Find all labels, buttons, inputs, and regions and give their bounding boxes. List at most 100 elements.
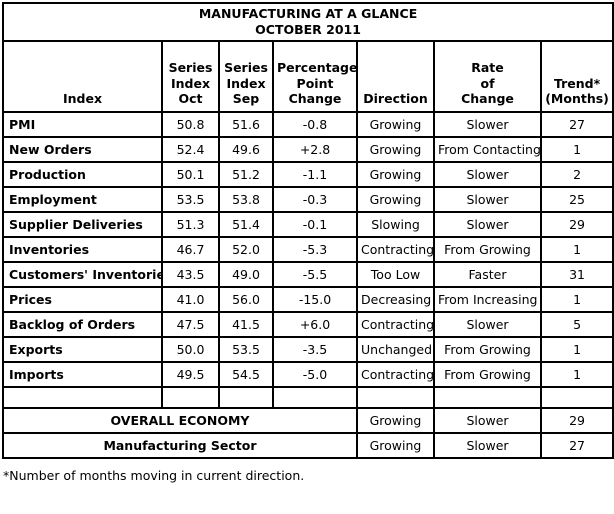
summary-row-manufacturing-sector: Manufacturing Sector Growing Slower 27 — [2, 432, 614, 459]
cell-percentage-point-change: -5.3 — [272, 236, 358, 263]
table-row: PMI 50.8 51.6 -0.8 Growing Slower 27 — [2, 111, 614, 138]
spacer-cell — [539, 386, 614, 409]
spacer-cell — [2, 386, 163, 409]
cell-trend-months: 1 — [539, 286, 614, 313]
table-row: New Orders 52.4 49.6 +2.8 Growing From C… — [2, 136, 614, 163]
cell-percentage-point-change: +2.8 — [272, 136, 358, 163]
cell-direction: Slowing — [356, 211, 435, 238]
cell-trend-months: 1 — [539, 136, 614, 163]
cell-index-name: PMI — [2, 111, 163, 138]
summary-label: OVERALL ECONOMY — [2, 407, 358, 434]
cell-trend-months: 2 — [539, 161, 614, 188]
column-header-series-index-oct: Series Index Oct — [161, 40, 220, 113]
cell-series-index-sep: 52.0 — [218, 236, 274, 263]
cell-series-index-oct: 46.7 — [161, 236, 220, 263]
cell-direction: Growing — [356, 161, 435, 188]
cell-index-name: Imports — [2, 361, 163, 388]
cell-series-index-oct: 50.1 — [161, 161, 220, 188]
cell-series-index-oct: 49.5 — [161, 361, 220, 388]
cell-trend-months: 31 — [539, 261, 614, 288]
summary-trend: 29 — [539, 407, 614, 434]
summary-trend: 27 — [539, 432, 614, 459]
table-title: MANUFACTURING AT A GLANCE OCTOBER 2011 — [1, 2, 614, 42]
cell-direction: Growing — [356, 136, 435, 163]
cell-rate-of-change: Slower — [433, 311, 542, 338]
table-row: Imports 49.5 54.5 -5.0 Contracting From … — [2, 361, 614, 388]
column-header-rate-of-change: Rate of Change — [433, 40, 542, 113]
column-header-series-index-sep: Series Index Sep — [218, 40, 274, 113]
manufacturing-at-a-glance-table: MANUFACTURING AT A GLANCE OCTOBER 2011 I… — [1, 2, 614, 459]
table-row: Prices 41.0 56.0 -15.0 Decreasing From I… — [2, 286, 614, 313]
cell-series-index-oct: 47.5 — [161, 311, 220, 338]
table-row: Supplier Deliveries 51.3 51.4 -0.1 Slowi… — [2, 211, 614, 238]
cell-direction: Contracting — [356, 311, 435, 338]
summary-rate-of-change: Slower — [433, 432, 542, 459]
cell-trend-months: 29 — [539, 211, 614, 238]
spacer-row — [2, 386, 614, 409]
cell-series-index-sep: 54.5 — [218, 361, 274, 388]
cell-series-index-sep: 51.2 — [218, 161, 274, 188]
summary-row-overall-economy: OVERALL ECONOMY Growing Slower 29 — [2, 407, 614, 434]
cell-index-name: Backlog of Orders — [2, 311, 163, 338]
cell-series-index-sep: 51.6 — [218, 111, 274, 138]
column-header-index: Index — [2, 40, 163, 113]
table-row: Backlog of Orders 47.5 41.5 +6.0 Contrac… — [2, 311, 614, 338]
cell-rate-of-change: From Growing — [433, 361, 542, 388]
cell-series-index-sep: 53.8 — [218, 186, 274, 213]
table-row: Inventories 46.7 52.0 -5.3 Contracting F… — [2, 236, 614, 263]
cell-index-name: Employment — [2, 186, 163, 213]
table-header-row: Index Series Index Oct Series Index Sep … — [2, 40, 614, 113]
cell-percentage-point-change: -0.1 — [272, 211, 358, 238]
cell-percentage-point-change: -1.1 — [272, 161, 358, 188]
cell-rate-of-change: Slower — [433, 161, 542, 188]
cell-series-index-sep: 49.0 — [218, 261, 274, 288]
cell-series-index-oct: 51.3 — [161, 211, 220, 238]
cell-percentage-point-change: -0.3 — [272, 186, 358, 213]
table-row: Employment 53.5 53.8 -0.3 Growing Slower… — [2, 186, 614, 213]
cell-rate-of-change: Slower — [433, 211, 542, 238]
spacer-cell — [272, 386, 358, 409]
cell-direction: Contracting — [356, 236, 435, 263]
cell-series-index-oct: 43.5 — [161, 261, 220, 288]
summary-rate-of-change: Slower — [433, 407, 542, 434]
cell-direction: Unchanged — [356, 336, 435, 363]
cell-series-index-oct: 52.4 — [161, 136, 220, 163]
cell-rate-of-change: Slower — [433, 111, 542, 138]
cell-index-name: Inventories — [2, 236, 163, 263]
table-row: Exports 50.0 53.5 -3.5 Unchanged From Gr… — [2, 336, 614, 363]
cell-rate-of-change: From Growing — [433, 336, 542, 363]
cell-percentage-point-change: -3.5 — [272, 336, 358, 363]
cell-series-index-oct: 53.5 — [161, 186, 220, 213]
cell-rate-of-change: Faster — [433, 261, 542, 288]
cell-series-index-sep: 51.4 — [218, 211, 274, 238]
table-row: Customers' Inventories 43.5 49.0 -5.5 To… — [2, 261, 614, 288]
cell-percentage-point-change: +6.0 — [272, 311, 358, 338]
cell-index-name: Exports — [2, 336, 163, 363]
summary-label: Manufacturing Sector — [2, 432, 358, 459]
cell-trend-months: 1 — [539, 236, 614, 263]
cell-index-name: New Orders — [2, 136, 163, 163]
cell-series-index-oct: 50.0 — [161, 336, 220, 363]
cell-trend-months: 1 — [539, 336, 614, 363]
cell-direction: Growing — [356, 111, 435, 138]
cell-index-name: Customers' Inventories — [2, 261, 163, 288]
cell-percentage-point-change: -5.0 — [272, 361, 358, 388]
cell-direction: Decreasing — [356, 286, 435, 313]
cell-series-index-sep: 41.5 — [218, 311, 274, 338]
cell-direction: Growing — [356, 186, 435, 213]
cell-trend-months: 1 — [539, 361, 614, 388]
cell-rate-of-change: Slower — [433, 186, 542, 213]
spacer-cell — [356, 386, 435, 409]
cell-direction: Contracting — [356, 361, 435, 388]
cell-rate-of-change: From Increasing — [433, 286, 542, 313]
cell-rate-of-change: From Growing — [433, 236, 542, 263]
data-rows-body: PMI 50.8 51.6 -0.8 Growing Slower 27 New… — [2, 111, 614, 388]
summary-direction: Growing — [356, 407, 435, 434]
cell-percentage-point-change: -15.0 — [272, 286, 358, 313]
table-title-row: MANUFACTURING AT A GLANCE OCTOBER 2011 — [1, 2, 614, 42]
cell-direction: Too Low — [356, 261, 435, 288]
cell-trend-months: 25 — [539, 186, 614, 213]
cell-series-index-sep: 56.0 — [218, 286, 274, 313]
cell-series-index-oct: 50.8 — [161, 111, 220, 138]
